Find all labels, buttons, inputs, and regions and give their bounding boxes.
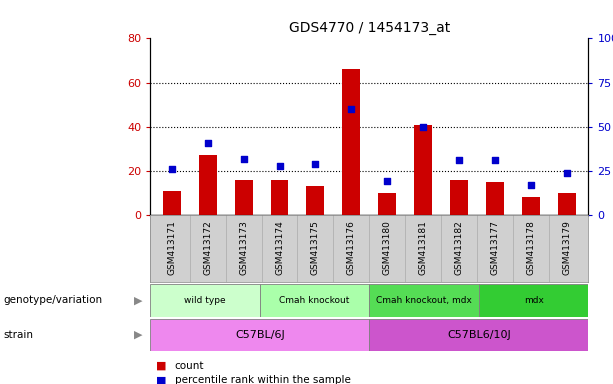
Text: C57BL/6J: C57BL/6J xyxy=(235,330,284,340)
Text: GSM413171: GSM413171 xyxy=(167,220,177,275)
Point xyxy=(346,106,356,112)
Bar xyxy=(199,156,216,215)
Bar xyxy=(270,180,289,215)
Bar xyxy=(378,193,396,215)
Bar xyxy=(163,191,181,215)
Point xyxy=(203,139,213,146)
Bar xyxy=(414,124,432,215)
Point xyxy=(490,157,500,163)
Text: ■: ■ xyxy=(156,375,167,384)
Text: GSM413173: GSM413173 xyxy=(239,220,248,275)
Text: mdx: mdx xyxy=(524,296,544,305)
Text: GSM413182: GSM413182 xyxy=(455,220,463,275)
Point xyxy=(562,170,572,176)
Bar xyxy=(260,284,369,317)
Bar xyxy=(150,319,369,351)
Text: genotype/variation: genotype/variation xyxy=(3,295,102,306)
Point xyxy=(311,161,321,167)
Text: C57BL6/10J: C57BL6/10J xyxy=(447,330,511,340)
Text: ▶: ▶ xyxy=(134,295,142,306)
Point xyxy=(167,166,177,172)
Point xyxy=(418,124,428,130)
Text: GSM413181: GSM413181 xyxy=(419,220,428,275)
Text: wild type: wild type xyxy=(184,296,226,305)
Point xyxy=(275,162,284,169)
Text: count: count xyxy=(175,361,204,371)
Text: GSM413175: GSM413175 xyxy=(311,220,320,275)
Bar xyxy=(522,197,540,215)
Text: ■: ■ xyxy=(156,361,167,371)
Text: GSM413172: GSM413172 xyxy=(203,220,212,275)
Bar xyxy=(558,193,576,215)
Text: GSM413180: GSM413180 xyxy=(383,220,392,275)
Text: ▶: ▶ xyxy=(134,330,142,340)
Title: GDS4770 / 1454173_at: GDS4770 / 1454173_at xyxy=(289,21,450,35)
Text: GSM413174: GSM413174 xyxy=(275,220,284,275)
Text: GSM413176: GSM413176 xyxy=(347,220,356,275)
Text: strain: strain xyxy=(3,330,33,340)
Bar xyxy=(369,284,479,317)
Bar xyxy=(486,182,504,215)
Bar xyxy=(150,284,260,317)
Text: Cmah knockout, mdx: Cmah knockout, mdx xyxy=(376,296,472,305)
Bar xyxy=(369,319,588,351)
Text: GSM413178: GSM413178 xyxy=(527,220,536,275)
Text: Cmah knockout: Cmah knockout xyxy=(280,296,350,305)
Text: GSM413177: GSM413177 xyxy=(490,220,500,275)
Bar xyxy=(343,70,360,215)
Bar xyxy=(479,284,588,317)
Bar xyxy=(306,186,324,215)
Text: percentile rank within the sample: percentile rank within the sample xyxy=(175,375,351,384)
Bar xyxy=(235,180,253,215)
Bar xyxy=(450,180,468,215)
Point xyxy=(526,182,536,188)
Point xyxy=(454,157,464,163)
Point xyxy=(383,179,392,185)
Point xyxy=(238,156,248,162)
Text: GSM413179: GSM413179 xyxy=(562,220,571,275)
